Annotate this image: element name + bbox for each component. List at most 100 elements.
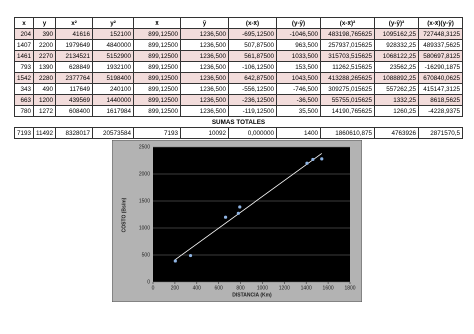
x-axis-label: DISTANCIA (Km): [232, 292, 272, 298]
data-cell: 899,12500: [133, 83, 181, 95]
data-cell: 35,500: [276, 105, 321, 117]
x-tick-label: 800: [236, 285, 245, 291]
point: [173, 259, 177, 263]
data-cell: 1068122,25: [374, 50, 419, 62]
data-cell: 439569: [55, 94, 93, 106]
data-cell: 899,12500: [133, 61, 181, 73]
data-cell: 628849: [55, 61, 93, 73]
data-row: 780 1272 608400 1617984 899,12500 1236,500 -11…: [14, 105, 463, 117]
data-cell: 343: [14, 83, 34, 95]
data-cell: 608400: [55, 105, 93, 117]
data-cell: 1236,500: [180, 94, 229, 106]
data-cell: 489337,5625: [418, 39, 463, 51]
data-cell: -1046,500: [276, 28, 321, 40]
sums-title: SUMAS TOTALES: [14, 116, 463, 128]
data-cell: -236,12500: [228, 94, 277, 106]
data-cell: 963,500: [276, 39, 321, 51]
sum-cell: 8328017: [55, 127, 93, 139]
data-cell: 670840,0625: [418, 72, 463, 84]
data-cell: 899,12500: [133, 105, 181, 117]
sum-cell: 1400: [276, 127, 321, 139]
data-table: x y x² y² x̄ ȳ (x-x̄) (y-ȳ) (x-x̄)² (y-ȳ)² (x-x̄)(…: [14, 17, 463, 139]
sum-cell: 11492: [33, 127, 56, 139]
data-row: 1407 2200 1979649 4840000 899,12500 1236,500 5…: [14, 39, 463, 51]
data-cell: 899,12500: [133, 39, 181, 51]
x-tick-label: 1600: [323, 285, 334, 291]
point: [223, 215, 228, 219]
sum-cell: 7193: [133, 127, 181, 139]
header-cell: (x-x̄)(y-ȳ): [418, 17, 463, 29]
data-cell: 1461: [14, 50, 34, 62]
data-cell: 1617984: [92, 105, 134, 117]
point: [305, 161, 309, 165]
point: [188, 253, 193, 258]
data-cell: 2280: [33, 72, 56, 84]
data-cell: 928332,25: [374, 39, 419, 51]
data-cell: 240100: [92, 83, 134, 95]
data-cell: 5152900: [92, 50, 134, 62]
data-cell: 2270: [33, 50, 56, 62]
data-cell: 507,87500: [228, 39, 277, 51]
data-cell: 642,87500: [228, 72, 277, 84]
data-cell: 899,12500: [133, 28, 181, 40]
sum-cell: 1860610,875: [320, 127, 375, 139]
data-cell: -36,500: [276, 94, 321, 106]
data-cell: -4228,9375: [418, 105, 463, 117]
y-tick-label: 2500: [139, 144, 150, 150]
data-cell: 780: [14, 105, 34, 117]
data-cell: 1236,500: [180, 61, 229, 73]
y-tick-label: 500: [142, 252, 151, 258]
data-cell: 899,12500: [133, 72, 181, 84]
data-cell: -695,12500: [228, 28, 277, 40]
data-cell: 117649: [55, 83, 93, 95]
point: [311, 157, 315, 162]
data-cell: 1236,500: [180, 105, 229, 117]
sum-cell: 20573584: [92, 127, 134, 139]
data-cell: 1236,500: [180, 50, 229, 62]
data-cell: 663: [14, 94, 34, 106]
header-cell: x: [14, 17, 34, 29]
data-cell: 490: [33, 83, 56, 95]
sum-cell: 0,000000: [228, 127, 277, 139]
data-row: 343 490 117649 240100 899,12500 1236,500 -556,…: [14, 83, 463, 95]
y-tick-label: 0: [147, 279, 150, 285]
data-cell: 2200: [33, 39, 56, 51]
point: [238, 205, 242, 209]
data-cell: 1043,500: [276, 72, 321, 84]
data-cell: 1979649: [55, 39, 93, 51]
data-cell: 14190,765625: [320, 105, 375, 117]
header-cell: (y-ȳ): [276, 17, 321, 29]
data-cell: 580697,8125: [418, 50, 463, 62]
x-tick-label: 1400: [301, 285, 312, 291]
data-cell: 4840000: [92, 39, 134, 51]
sum-cell: 10092: [180, 127, 229, 139]
data-row: 663 1200 439569 1440000 899,12500 1236,500 -23…: [14, 94, 463, 106]
data-cell: 561,87500: [228, 50, 277, 62]
sums-row: 7193 11492 8328017 20573584 7193 10092 0,00000…: [14, 127, 463, 139]
chart: DISTANCIA (Km) COSTO (Bs/m) 0 500 1000 1500…: [112, 140, 362, 302]
data-cell: 1332,25: [374, 94, 419, 106]
data-cell: 1236,500: [180, 83, 229, 95]
y-axis-label: COSTO (Bs/m): [121, 197, 127, 232]
trendline: [175, 153, 322, 260]
data-cell: -16290,1875: [418, 61, 463, 73]
data-cell: 41616: [55, 28, 93, 40]
data-cell: 1095162,25: [374, 28, 419, 40]
data-cell: 793: [14, 61, 34, 73]
header-cell: x̄: [133, 17, 181, 29]
x-tick-label: 1800: [344, 285, 355, 291]
data-cell: 8618,5625: [418, 94, 463, 106]
data-cell: 899,12500: [133, 94, 181, 106]
x-tick-label: 0: [152, 285, 155, 291]
data-cell: 899,12500: [133, 50, 181, 62]
data-cell: 1542: [14, 72, 34, 84]
header-cell: (y-ȳ)²: [374, 17, 419, 29]
data-cell: 2134521: [55, 50, 93, 62]
data-cell: 1236,500: [180, 39, 229, 51]
data-cell: 1236,500: [180, 72, 229, 84]
sum-cell: 2871570,5: [418, 127, 463, 139]
data-cell: 55755,015625: [320, 94, 375, 106]
x-tick-label: 400: [193, 285, 202, 291]
data-cell: 1033,500: [276, 50, 321, 62]
y-tick-label: 1500: [139, 198, 150, 204]
